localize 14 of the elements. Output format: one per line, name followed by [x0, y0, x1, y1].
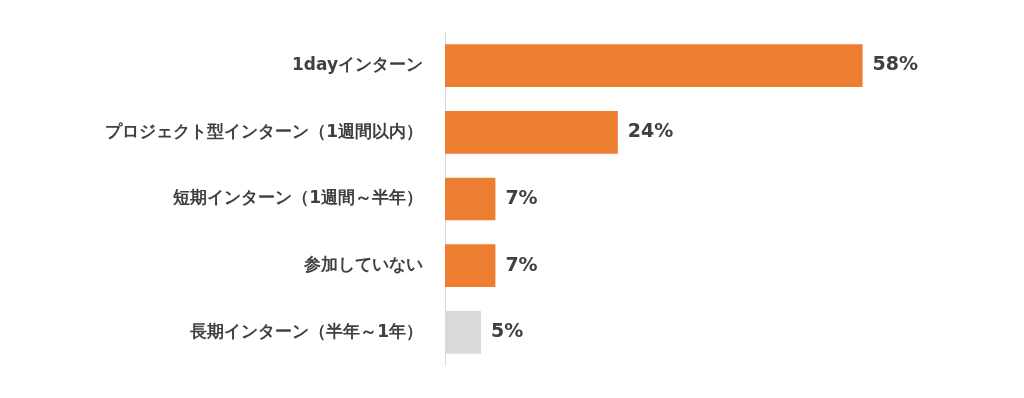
bar: [445, 110, 618, 154]
data-label: 24%: [627, 119, 674, 142]
y-tick-label: 短期インターン（1週間～半年）: [172, 187, 423, 208]
y-tick-label: プロジェクト型インターン（1週間以内）: [105, 120, 423, 141]
y-tick-label: 1dayインターン: [291, 53, 423, 74]
bar: [445, 244, 496, 288]
bar: [445, 44, 863, 87]
y-tick-label: 参加していない: [303, 254, 423, 275]
data-label: 7%: [505, 185, 538, 208]
data-label: 5%: [491, 319, 524, 342]
data-label: 58%: [872, 52, 919, 75]
data-label: 7%: [505, 252, 538, 275]
bar: [445, 177, 496, 221]
y-tick-label: 長期インターン（半年～1年）: [189, 320, 423, 341]
